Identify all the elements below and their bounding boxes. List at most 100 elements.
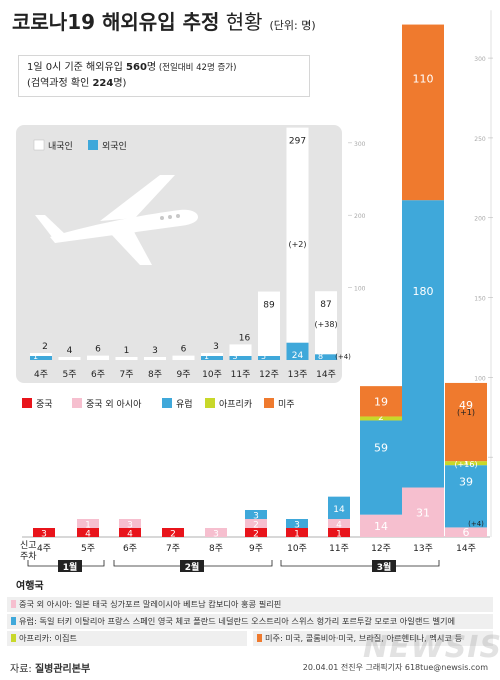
inset-bar-domestic [87, 355, 109, 360]
inset-bar-domestic [115, 357, 138, 360]
inset-bar-foreign [286, 342, 309, 360]
value-label: 3 [41, 530, 47, 540]
bar-중국-5주 [77, 528, 99, 537]
main-x-labels: 4주 5주 6주 7주 8주 9주 10주 11주 12주 13주 14주 [37, 543, 476, 554]
value-label: 4 [127, 530, 133, 540]
inset-bar-foreign [315, 354, 337, 360]
x-label: 9주 [249, 543, 263, 554]
inset-x-label: 14주 [316, 369, 336, 380]
region-africa-text: 아프리카: 이집트 [19, 633, 78, 643]
info-line-1: 1일 0시 기준 해외유입 560명 (전일대비 42명 증가) [27, 60, 309, 76]
bar-유럽-11주 [328, 496, 350, 519]
inset-x-label: 11주 [231, 369, 251, 380]
legend-foreign-swatch [88, 140, 98, 150]
inset-x-label: 12주 [259, 369, 279, 380]
bar-미주-13주 [402, 24, 444, 201]
region-africa-swatch [11, 634, 16, 642]
info-2b: 224 [92, 78, 114, 89]
value-label: 1 [85, 521, 91, 531]
inset-bar-domestic [286, 127, 309, 343]
region-row-americas: 미주: 미국, 콜롬비아·미국, 브라질, 아르헨티나, 멕시코 등 [253, 631, 493, 646]
bar-중국 외 아시아-12주 [360, 514, 402, 537]
value-label: 2 [253, 521, 259, 531]
inset-bar-domestic [315, 291, 337, 355]
bar-유럽-14주 [445, 465, 487, 528]
value-label: 3 [127, 521, 133, 531]
bar-중국 외 아시아-8주 [205, 528, 227, 537]
region-europe-text: 유럽: 독일 터키 이탈리아 프랑스 스페인 영국 체코 폴란드 네덜란드 오스… [19, 616, 456, 626]
inset-value-domestic: 16 [239, 333, 251, 343]
inset-value-domestic: 87 [320, 300, 331, 310]
value-label: 14 [374, 520, 388, 533]
extra-label-asia: (+4) [468, 520, 484, 528]
value-label: 4 [85, 530, 91, 540]
extra-label-americas: (+21) [453, 326, 479, 336]
inset-tick-label-200: 200 [354, 213, 366, 220]
month-bracket [280, 560, 440, 567]
inset-x-label: 5주 [62, 369, 76, 380]
title-part-1: 코로나19 [12, 10, 102, 34]
inset-bar-domestic [30, 353, 52, 356]
extra-label-africa: (+1) [457, 408, 475, 417]
inset-x-labels: 4주 5주 6주 7주 8주 9주 10주 11주 12주 13주 14주 [34, 369, 336, 380]
inset-bar-domestic [144, 357, 166, 360]
inset-x-label: 6주 [91, 369, 105, 380]
region-asia-swatch [11, 600, 16, 608]
value-label: 3 [253, 512, 259, 522]
legend-foreign-label: 외국인 [102, 140, 127, 152]
value-label: 4 [336, 521, 342, 531]
x-label: 12주 [371, 543, 391, 554]
legend-china-label: 중국 [36, 399, 53, 410]
bar-중국-7주 [162, 528, 184, 537]
y-tick-label-250: 250 [474, 136, 486, 143]
legend-africa-label: 아프리카 [219, 399, 252, 410]
value-label: 59 [374, 442, 388, 455]
inset-value-domestic: 6 [95, 345, 101, 355]
info-1a: 1일 0시 기준 해외유입 [27, 62, 127, 73]
region-row-africa: 아프리카: 이집트 [7, 631, 247, 646]
title-unit: (단위: 명) [269, 19, 316, 32]
x-label: 14주 [456, 543, 476, 554]
title-part-3: 현황 [219, 10, 263, 34]
inset-value-foreign: 24 [292, 351, 304, 361]
x-label: 13주 [413, 543, 433, 554]
value-label: 14 [333, 505, 345, 515]
inset-value-foreign: 5 [261, 352, 266, 361]
inset-extra-14: (+38) [314, 320, 337, 329]
inset-x-label: 4주 [34, 369, 48, 380]
value-label: 31 [416, 506, 430, 519]
region-americas-text: 미주: 미국, 콜롬비아·미국, 브라질, 아르헨티나, 멕시코 등 [265, 633, 463, 643]
bar-중국 외 아시아-11주 [328, 519, 350, 528]
source: 자료: 질병관리본부 [10, 660, 90, 675]
info-box: 1일 0시 기준 해외유입 560명 (전일대비 42명 증가) (검역과정 확… [18, 55, 310, 97]
source-prefix: 자료: [10, 664, 35, 675]
inset-x-label: 7주 [119, 369, 133, 380]
bar-중국-6주 [119, 528, 141, 537]
value-label: 180 [413, 285, 434, 298]
value-label: 2 [253, 530, 259, 540]
inset-value-domestic: 1 [124, 346, 130, 356]
inset-value-foreign: 1 [33, 352, 38, 361]
region-row-asia: 중국 외 아시아: 일본 태국 싱가포르 말레이시아 베트남 캄보디아 홍콩 필… [7, 597, 493, 612]
value-label: 49 [459, 399, 473, 412]
value-label: 2 [378, 413, 384, 423]
inset-x-label: 13주 [288, 369, 308, 380]
inset-bar-domestic [229, 344, 252, 356]
inset-value-domestic: 6 [181, 345, 187, 355]
inset-extra-13: (+2) [288, 240, 306, 249]
x-label: 10주 [287, 543, 307, 554]
region-americas-swatch [257, 634, 262, 642]
credit: 20.04.01 전진우 그래픽기자 618tue@newsis.com [302, 663, 488, 672]
bar-아프리카-14주 [445, 461, 487, 466]
value-label: 2 [170, 530, 176, 540]
bar-미주-14주 [445, 382, 487, 462]
inset-bar-domestic [58, 357, 81, 360]
legend-americas-swatch [264, 398, 274, 408]
inset-value-domestic: 297 [289, 137, 306, 147]
value-label: 3 [213, 530, 219, 540]
value-label: 39 [459, 476, 473, 489]
legend-domestic-label: 내국인 [48, 141, 73, 152]
x-axis-title-line2: 주차 [20, 550, 37, 562]
